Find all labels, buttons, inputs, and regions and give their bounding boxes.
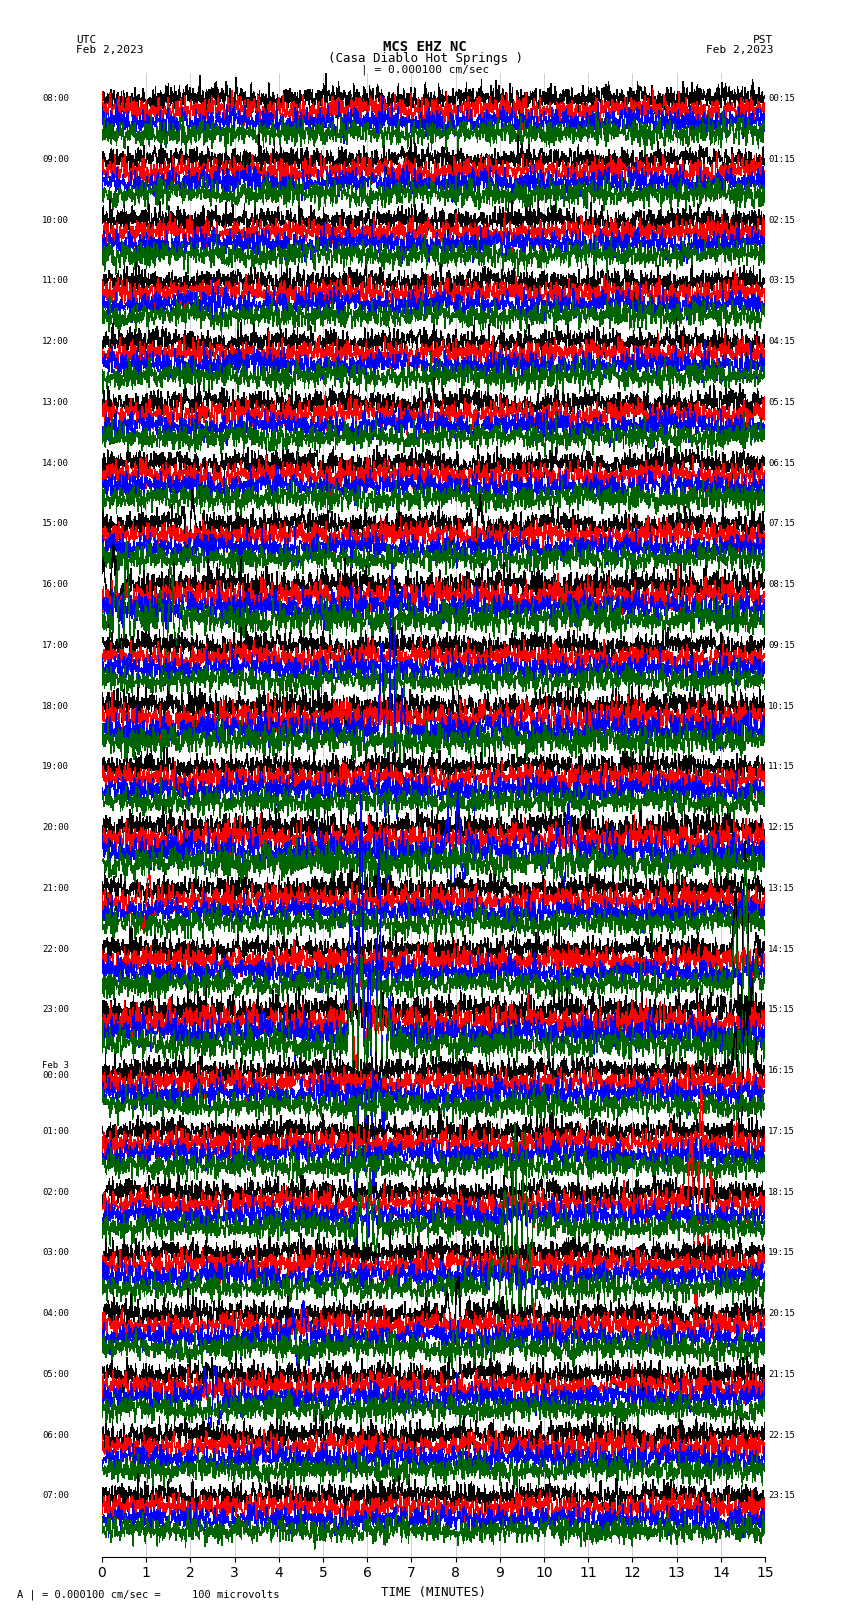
- Text: 08:15: 08:15: [768, 581, 796, 589]
- Text: 04:00: 04:00: [42, 1310, 69, 1318]
- Text: Feb 2,2023: Feb 2,2023: [706, 45, 774, 55]
- Text: 06:15: 06:15: [768, 458, 796, 468]
- Text: 14:15: 14:15: [768, 945, 796, 953]
- Text: 09:15: 09:15: [768, 640, 796, 650]
- Text: 12:00: 12:00: [42, 337, 69, 347]
- Text: Feb 3
00:00: Feb 3 00:00: [42, 1061, 69, 1081]
- Text: 16:15: 16:15: [768, 1066, 796, 1076]
- Text: UTC: UTC: [76, 35, 97, 45]
- Text: (Casa Diablo Hot Springs ): (Casa Diablo Hot Springs ): [327, 52, 523, 65]
- Text: 05:15: 05:15: [768, 398, 796, 406]
- Text: 21:15: 21:15: [768, 1369, 796, 1379]
- Text: 19:00: 19:00: [42, 763, 69, 771]
- Text: 15:00: 15:00: [42, 519, 69, 529]
- Text: PST: PST: [753, 35, 774, 45]
- Text: 04:15: 04:15: [768, 337, 796, 347]
- Text: 03:15: 03:15: [768, 276, 796, 286]
- Text: 00:15: 00:15: [768, 94, 796, 103]
- Text: MCS EHZ NC: MCS EHZ NC: [383, 40, 467, 55]
- Text: | = 0.000100 cm/sec: | = 0.000100 cm/sec: [361, 65, 489, 76]
- Text: 11:00: 11:00: [42, 276, 69, 286]
- Text: 12:15: 12:15: [768, 823, 796, 832]
- Text: 03:00: 03:00: [42, 1248, 69, 1258]
- Text: 05:00: 05:00: [42, 1369, 69, 1379]
- Text: 02:15: 02:15: [768, 216, 796, 224]
- Text: 08:00: 08:00: [42, 94, 69, 103]
- Text: 07:00: 07:00: [42, 1492, 69, 1500]
- Text: 07:15: 07:15: [768, 519, 796, 529]
- Text: 20:00: 20:00: [42, 823, 69, 832]
- Text: 17:15: 17:15: [768, 1127, 796, 1136]
- Text: 14:00: 14:00: [42, 458, 69, 468]
- Text: 01:15: 01:15: [768, 155, 796, 165]
- Text: Feb 2,2023: Feb 2,2023: [76, 45, 144, 55]
- Text: 11:15: 11:15: [768, 763, 796, 771]
- Text: 22:00: 22:00: [42, 945, 69, 953]
- Text: 10:15: 10:15: [768, 702, 796, 711]
- Text: 20:15: 20:15: [768, 1310, 796, 1318]
- Text: 15:15: 15:15: [768, 1005, 796, 1015]
- Text: 01:00: 01:00: [42, 1127, 69, 1136]
- Text: 02:00: 02:00: [42, 1187, 69, 1197]
- Text: 10:00: 10:00: [42, 216, 69, 224]
- Text: 23:15: 23:15: [768, 1492, 796, 1500]
- Text: 09:00: 09:00: [42, 155, 69, 165]
- Text: 23:00: 23:00: [42, 1005, 69, 1015]
- Text: 13:00: 13:00: [42, 398, 69, 406]
- Text: 06:00: 06:00: [42, 1431, 69, 1439]
- Text: 21:00: 21:00: [42, 884, 69, 894]
- X-axis label: TIME (MINUTES): TIME (MINUTES): [381, 1586, 486, 1598]
- Text: 19:15: 19:15: [768, 1248, 796, 1258]
- Text: 18:00: 18:00: [42, 702, 69, 711]
- Text: 17:00: 17:00: [42, 640, 69, 650]
- Text: 13:15: 13:15: [768, 884, 796, 894]
- Text: A | = 0.000100 cm/sec =     100 microvolts: A | = 0.000100 cm/sec = 100 microvolts: [17, 1589, 280, 1600]
- Text: 16:00: 16:00: [42, 581, 69, 589]
- Text: 22:15: 22:15: [768, 1431, 796, 1439]
- Text: 18:15: 18:15: [768, 1187, 796, 1197]
